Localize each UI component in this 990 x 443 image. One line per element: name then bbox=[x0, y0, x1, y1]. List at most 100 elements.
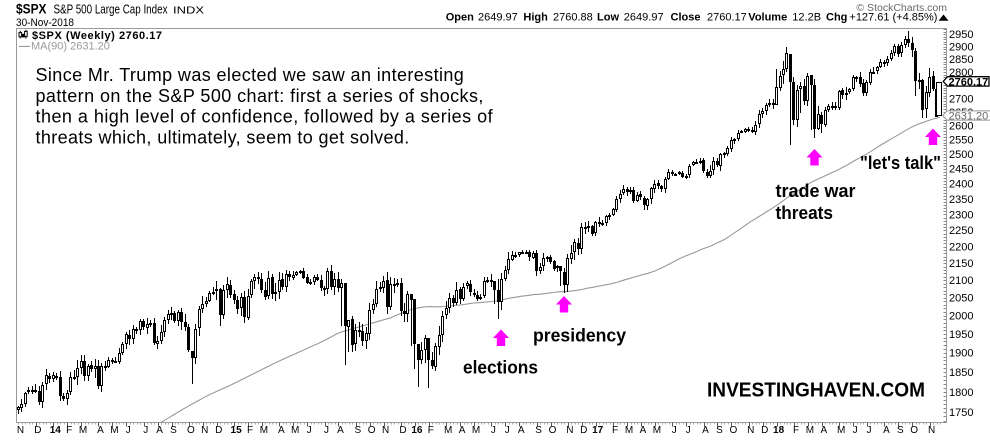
svg-text:2850: 2850 bbox=[949, 54, 973, 66]
svg-text:threats which, ultimately, see: threats which, ultimately, seem to get s… bbox=[36, 127, 410, 147]
svg-text:O: O bbox=[730, 425, 738, 436]
svg-text:"let's talk": "let's talk" bbox=[860, 153, 941, 173]
svg-text:J: J bbox=[143, 425, 148, 436]
svg-text:1850: 1850 bbox=[949, 367, 973, 379]
svg-text:A: A bbox=[97, 425, 104, 436]
svg-text:15: 15 bbox=[231, 425, 243, 436]
svg-text:Since Mr. Trump was elected we: Since Mr. Trump was elected we saw an in… bbox=[36, 65, 464, 85]
svg-text:INDX: INDX bbox=[173, 5, 204, 17]
svg-text:2050: 2050 bbox=[949, 293, 973, 305]
svg-text:then a high level of confidenc: then a high level of confidence, followe… bbox=[36, 107, 494, 127]
svg-text:2700: 2700 bbox=[949, 93, 973, 105]
svg-text:1750: 1750 bbox=[949, 407, 973, 419]
svg-text:2500: 2500 bbox=[949, 149, 973, 161]
svg-text:1950: 1950 bbox=[949, 329, 973, 341]
svg-text:N: N bbox=[747, 425, 754, 436]
svg-text:J: J bbox=[672, 425, 677, 436]
svg-text:presidency: presidency bbox=[533, 326, 626, 346]
svg-text:1900: 1900 bbox=[949, 348, 973, 360]
svg-text:elections: elections bbox=[463, 358, 538, 378]
svg-text:F: F bbox=[793, 425, 799, 436]
svg-text:A: A bbox=[518, 425, 525, 436]
svg-text:A: A bbox=[640, 425, 647, 436]
svg-text:INVESTINGHAVEN.COM: INVESTINGHAVEN.COM bbox=[707, 380, 925, 402]
svg-text:J: J bbox=[505, 425, 510, 436]
svg-text:A: A bbox=[337, 425, 344, 436]
svg-text:2450: 2450 bbox=[949, 164, 973, 176]
svg-text:N: N bbox=[382, 425, 389, 436]
svg-text:M: M bbox=[291, 425, 299, 436]
svg-text:S: S bbox=[535, 425, 542, 436]
svg-text:14: 14 bbox=[50, 425, 62, 436]
svg-text:© StockCharts.com: © StockCharts.com bbox=[856, 2, 947, 14]
svg-text:2631.20: 2631.20 bbox=[949, 111, 989, 123]
svg-text:A: A bbox=[883, 425, 890, 436]
svg-text:2400: 2400 bbox=[949, 179, 973, 191]
svg-text:1800: 1800 bbox=[949, 387, 973, 399]
svg-text:O: O bbox=[368, 425, 376, 436]
svg-text:2800: 2800 bbox=[949, 67, 973, 79]
svg-text:J: J bbox=[126, 425, 131, 436]
svg-text:N: N bbox=[17, 425, 24, 436]
svg-text:threats: threats bbox=[776, 203, 834, 223]
svg-text:D: D bbox=[580, 425, 587, 436]
svg-text:M: M bbox=[806, 425, 814, 436]
svg-text:D: D bbox=[215, 425, 222, 436]
svg-text:J: J bbox=[867, 425, 872, 436]
svg-text:J: J bbox=[324, 425, 329, 436]
svg-text:J: J bbox=[853, 425, 858, 436]
svg-text:$SPX: $SPX bbox=[16, 2, 47, 17]
svg-text:F: F bbox=[612, 425, 618, 436]
svg-text:D: D bbox=[761, 425, 768, 436]
svg-text:D: D bbox=[399, 425, 406, 436]
svg-text:2950: 2950 bbox=[949, 29, 973, 41]
svg-text:A: A bbox=[278, 425, 285, 436]
svg-text:2300: 2300 bbox=[949, 209, 973, 221]
svg-text:M: M bbox=[260, 425, 268, 436]
svg-text:M: M bbox=[110, 425, 118, 436]
svg-text:D: D bbox=[34, 425, 41, 436]
svg-text:A: A bbox=[820, 425, 827, 436]
svg-text:F: F bbox=[428, 425, 434, 436]
svg-text:$SPX (Weekly) 2760.17: $SPX (Weekly) 2760.17 bbox=[32, 30, 163, 42]
svg-text:17: 17 bbox=[592, 425, 604, 436]
svg-text:M: M bbox=[472, 425, 480, 436]
svg-text:N: N bbox=[566, 425, 573, 436]
svg-text:J: J bbox=[491, 425, 496, 436]
svg-text:N: N bbox=[928, 425, 935, 436]
svg-text:pattern on the S&P 500 chart:: pattern on the S&P 500 chart: first a se… bbox=[36, 86, 484, 106]
svg-text:—MA(90) 2631.20: —MA(90) 2631.20 bbox=[19, 41, 110, 53]
svg-text:A: A bbox=[156, 425, 163, 436]
svg-text:S: S bbox=[716, 425, 723, 436]
svg-text:2100: 2100 bbox=[949, 275, 973, 287]
svg-text:16: 16 bbox=[411, 425, 423, 436]
svg-text:F: F bbox=[247, 425, 253, 436]
svg-text:A: A bbox=[459, 425, 466, 436]
svg-text:F: F bbox=[66, 425, 72, 436]
svg-text:2150: 2150 bbox=[949, 258, 973, 270]
svg-text:2200: 2200 bbox=[949, 242, 973, 254]
svg-text:N: N bbox=[201, 425, 208, 436]
svg-text:2250: 2250 bbox=[949, 225, 973, 237]
svg-text:2550: 2550 bbox=[949, 135, 973, 147]
svg-text:M: M bbox=[79, 425, 87, 436]
svg-text:O: O bbox=[187, 425, 195, 436]
svg-text:S&P 500 Large Cap Index: S&P 500 Large Cap Index bbox=[54, 2, 168, 17]
svg-text:M: M bbox=[625, 425, 633, 436]
svg-text:18: 18 bbox=[773, 425, 785, 436]
svg-text:2000: 2000 bbox=[949, 311, 973, 323]
svg-text:2760.17: 2760.17 bbox=[949, 77, 989, 89]
svg-text:S: S bbox=[170, 425, 177, 436]
svg-text:2600: 2600 bbox=[949, 121, 973, 133]
svg-text:2350: 2350 bbox=[949, 194, 973, 206]
svg-text:O: O bbox=[910, 425, 918, 436]
svg-text:M: M bbox=[444, 425, 452, 436]
svg-text:trade war: trade war bbox=[776, 181, 856, 201]
svg-text:30-Nov-2018: 30-Nov-2018 bbox=[16, 17, 74, 29]
svg-text:M: M bbox=[653, 425, 661, 436]
svg-text:A: A bbox=[702, 425, 709, 436]
svg-text:S: S bbox=[354, 425, 361, 436]
svg-text:S: S bbox=[897, 425, 904, 436]
svg-text:O: O bbox=[549, 425, 557, 436]
